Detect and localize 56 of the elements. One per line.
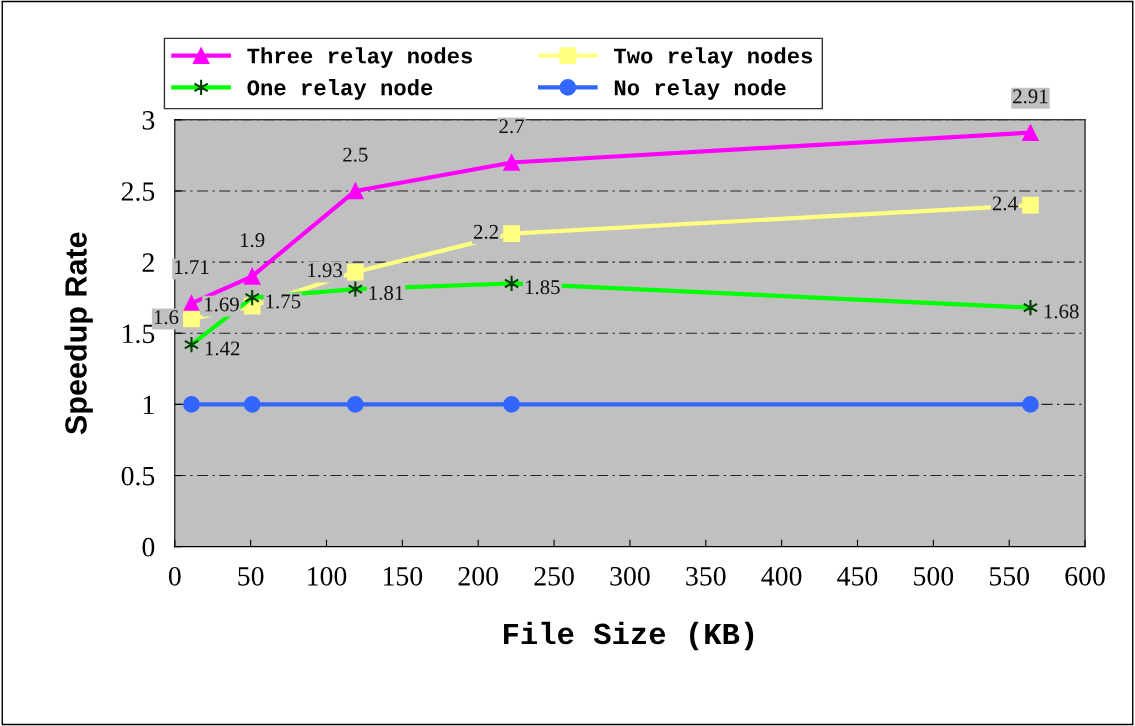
point	[243, 396, 261, 413]
y-tick-label: 0.5	[121, 466, 155, 486]
data-label: 2.5	[343, 147, 368, 162]
point	[1022, 196, 1039, 214]
data-label: 1.6	[154, 310, 179, 325]
x-tick-label: 250	[534, 566, 574, 586]
data-label: 1.93	[308, 263, 343, 278]
data-label: 1.69	[205, 297, 239, 312]
y-tick-label: 1.5	[123, 324, 155, 344]
data-label: 1.81	[369, 285, 404, 300]
x-tick-label: 200	[458, 566, 498, 586]
data-label: 1.75	[266, 294, 301, 309]
x-tick-label: 400	[761, 566, 802, 586]
data-label: 1.9	[240, 233, 265, 248]
data-label: 1.42	[205, 341, 240, 356]
point	[183, 335, 200, 354]
y-tick-label: 2.5	[121, 182, 155, 201]
y-tick-label: 3	[142, 111, 155, 130]
data-label: 1.68	[1044, 304, 1079, 319]
x-tick-label: 300	[610, 566, 650, 586]
x-axis-title: File Size (KB)	[504, 621, 754, 651]
data-label: 2.91	[1013, 89, 1048, 104]
point	[183, 295, 200, 312]
point	[503, 396, 520, 413]
data-label: 1.85	[525, 280, 560, 295]
point	[346, 396, 364, 413]
x-tick-label: 50	[238, 566, 264, 586]
legend-label: No relay node	[614, 79, 786, 100]
point	[183, 310, 200, 328]
data-label: 2.2	[473, 224, 498, 239]
x-tick-label: 600	[1065, 566, 1105, 586]
point	[346, 263, 364, 281]
y-tick-label: 0	[142, 537, 155, 557]
x-tick-label: 0	[168, 566, 181, 586]
point	[503, 154, 520, 171]
x-tick-label: 550	[989, 566, 1029, 586]
x-tick-label: 450	[837, 566, 878, 586]
x-tick-label: 350	[686, 566, 726, 586]
legend-label: One relay node	[247, 79, 433, 100]
point	[183, 396, 200, 413]
data-label: 1.71	[175, 260, 209, 275]
legend-label: Two relay nodes	[614, 47, 813, 68]
x-tick-label: 100	[308, 566, 347, 586]
point	[1022, 396, 1039, 413]
x-tick-label: 500	[914, 566, 954, 586]
y-tick-label: 2	[142, 253, 154, 272]
point	[243, 267, 261, 285]
legend-label: Three relay nodes	[247, 47, 473, 68]
y-axis-title: Speedup Rate	[64, 232, 93, 435]
y-tick-label: 1	[143, 395, 154, 415]
x-tick-label: 150	[383, 566, 423, 586]
point	[503, 225, 520, 242]
point	[346, 182, 364, 200]
data-label: 2.7	[499, 119, 525, 134]
data-label: 2.4	[992, 196, 1018, 211]
point	[1022, 124, 1039, 141]
